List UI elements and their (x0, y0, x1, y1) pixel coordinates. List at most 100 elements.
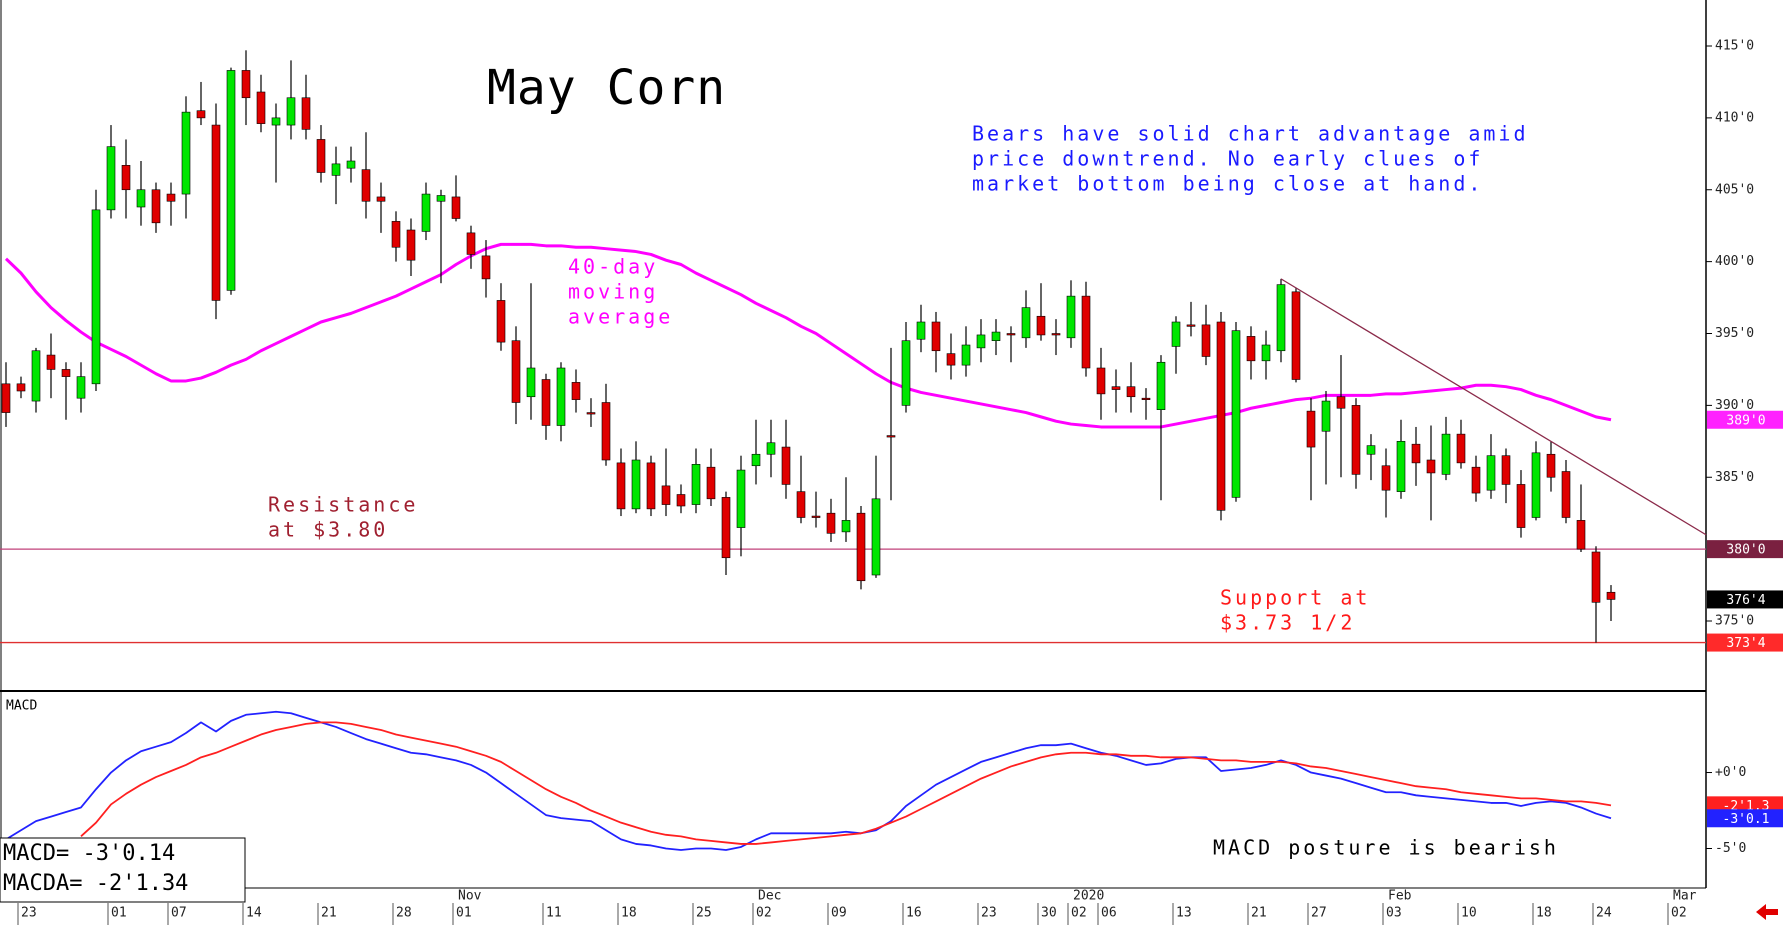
candle-body (1216, 321, 1226, 511)
candle-body (256, 91, 266, 124)
candle-body (1426, 459, 1436, 474)
candle-body (241, 70, 251, 99)
candle-body (1381, 465, 1391, 491)
candle-body (1471, 466, 1481, 494)
candle-body (631, 459, 641, 510)
x-tick-label: 11 (546, 906, 562, 921)
candle-body (301, 97, 311, 130)
candle-body (1351, 405, 1361, 475)
candle-body (1501, 455, 1511, 485)
candle-body (1441, 433, 1451, 475)
annotation: Bears have solid chart advantage amid (972, 122, 1529, 146)
x-tick-label: 03 (1386, 906, 1402, 921)
x-tick-label: 10 (1461, 906, 1477, 921)
x-month-label: Feb (1388, 889, 1412, 904)
y-tick-label: 415'0 (1715, 39, 1754, 54)
candle-body (31, 350, 41, 402)
y-tick-label: 375'0 (1715, 614, 1754, 629)
price-marker-label: 389'0 (1726, 413, 1765, 428)
candle-body (271, 117, 281, 126)
x-tick-label: 21 (321, 906, 337, 921)
candle-body (466, 232, 476, 255)
x-tick-label: 01 (111, 906, 127, 921)
chart-title: May Corn (487, 60, 726, 116)
candle-body (526, 367, 536, 398)
price-marker-label: 373'4 (1726, 636, 1765, 651)
candle-body (226, 70, 236, 291)
candle-body (736, 469, 746, 528)
candle-body (1096, 367, 1106, 395)
candle-body (1111, 386, 1121, 390)
price-marker-label: 376'4 (1726, 593, 1765, 608)
candle-body (211, 124, 221, 301)
x-tick-label: 02 (1071, 906, 1087, 921)
candle-body (1, 383, 11, 413)
macd-note: MACD posture is bearish (1213, 836, 1559, 860)
candle-body (556, 367, 566, 426)
x-tick-label: 24 (1596, 906, 1612, 921)
candle-body (421, 193, 431, 232)
candle-body (871, 498, 881, 576)
candle-body (61, 369, 71, 377)
candle-body (121, 165, 131, 191)
annotation: price downtrend. No early clues of (972, 147, 1483, 171)
candle-body (1291, 291, 1301, 380)
candle-body (1171, 321, 1181, 347)
candle-body (181, 111, 191, 195)
x-tick-label: 23 (21, 906, 37, 921)
candle-body (451, 196, 461, 219)
y-tick-label: 390'0 (1715, 398, 1754, 413)
annotation: Resistance (268, 493, 418, 517)
candle-body (1186, 324, 1196, 327)
candle-body (616, 462, 626, 510)
x-tick-label: 28 (396, 906, 412, 921)
candle-body (1546, 453, 1556, 478)
x-tick-label: 02 (1671, 906, 1687, 921)
candle-body (16, 383, 26, 392)
scroll-arrow[interactable] (1756, 904, 1778, 920)
candle-body (766, 442, 776, 455)
candle-body (931, 321, 941, 352)
x-month-label: Nov (458, 889, 482, 904)
candle-body (1231, 330, 1241, 498)
candle-body (661, 485, 671, 505)
annotation: moving (568, 280, 658, 304)
x-tick-label: 27 (1311, 906, 1327, 921)
candle-body (796, 491, 806, 518)
candle-body (976, 334, 986, 349)
readout-box (0, 837, 246, 903)
candle-body (1396, 441, 1406, 492)
candle-body (706, 466, 716, 500)
x-tick-label: 06 (1101, 906, 1117, 921)
x-tick-label: 02 (756, 906, 772, 921)
candle-body (1081, 295, 1091, 369)
candle-body (676, 494, 686, 507)
candle-body (1156, 361, 1166, 410)
price-marker-label: 380'0 (1726, 543, 1765, 558)
moving-average (4, 242, 1612, 429)
candle-body (1051, 333, 1061, 336)
x-tick-label: 25 (696, 906, 712, 921)
candle-body (781, 446, 791, 485)
candle-body (316, 139, 326, 173)
candle-body (1516, 484, 1526, 528)
candle-body (76, 376, 86, 399)
x-month-label: 2020 (1073, 889, 1104, 904)
candle-body (1006, 333, 1016, 336)
candle-body (391, 221, 401, 248)
candle-body (496, 300, 506, 343)
readout-line: MACDA= -2'1.34 (3, 871, 188, 896)
candle-body (1306, 410, 1316, 448)
x-tick-label: 18 (621, 906, 637, 921)
candle-body (166, 193, 176, 202)
candle-body (586, 412, 596, 415)
candle-body (841, 520, 851, 533)
candle-body (691, 464, 701, 505)
candle-body (916, 321, 926, 340)
candle-body (1336, 396, 1346, 409)
candle-body (1456, 433, 1466, 464)
candle-body (1141, 397, 1151, 400)
x-tick-label: 01 (456, 906, 472, 921)
candle-body (1366, 445, 1376, 455)
